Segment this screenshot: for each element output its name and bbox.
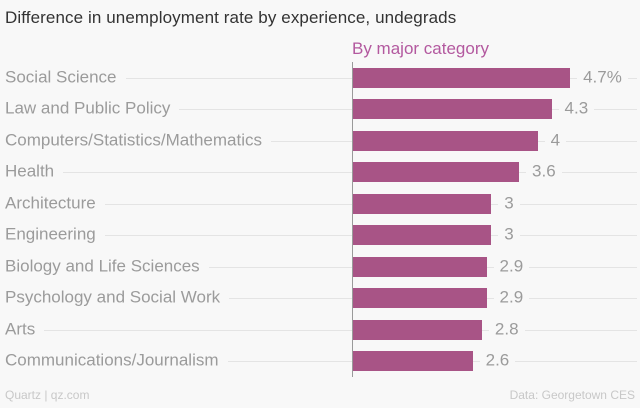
gridline <box>0 266 637 268</box>
bar <box>352 319 482 340</box>
category-label: Arts <box>0 318 45 342</box>
footer: Quartz | qz.com Data: Georgetown CES <box>0 388 640 402</box>
value-label: 4.3 <box>558 97 595 121</box>
gridline <box>0 140 637 142</box>
bar <box>352 99 552 120</box>
bar-row: Arts 2.8 <box>0 314 640 346</box>
category-label: Social Science <box>0 66 126 90</box>
bar-row: Psychology and Social Work 2.9 <box>0 283 640 315</box>
y-axis-line <box>352 62 353 377</box>
category-label: Psychology and Social Work <box>0 286 230 310</box>
bar-row: Social Science 4.7% <box>0 62 640 94</box>
bar <box>352 67 571 88</box>
bar-row: Communications/Journalism 2.6 <box>0 346 640 378</box>
bar-row: Law and Public Policy 4.3 <box>0 94 640 126</box>
bar <box>352 162 520 183</box>
value-label: 2.9 <box>493 286 530 310</box>
gridline <box>0 361 637 363</box>
plot-area: Social Science 4.7% Law and Public Policy 4… <box>0 62 640 377</box>
footer-credit: Quartz | qz.com <box>5 388 90 402</box>
gridline <box>0 172 637 174</box>
gridline <box>0 298 637 300</box>
bar-row: Architecture 3 <box>0 188 640 220</box>
category-label: Computers/Statistics/Mathematics <box>0 129 271 153</box>
bar <box>352 288 487 309</box>
category-label: Law and Public Policy <box>0 97 180 121</box>
value-label: 4.7% <box>577 66 628 90</box>
value-label: 4 <box>544 129 567 153</box>
bar <box>352 256 487 277</box>
category-label: Architecture <box>0 192 105 216</box>
gridline <box>0 77 637 79</box>
category-label: Biology and Life Sciences <box>0 255 209 279</box>
bar-row: Computers/Statistics/Mathematics 4 <box>0 125 640 157</box>
bar-row: Health 3.6 <box>0 157 640 189</box>
gridline <box>0 235 637 237</box>
bar <box>352 351 473 372</box>
value-label: 3 <box>498 192 520 216</box>
bar <box>352 130 538 151</box>
footer-source: Data: Georgetown CES <box>509 388 635 402</box>
value-label: 3.6 <box>526 160 562 184</box>
value-label: 2.8 <box>488 318 525 342</box>
legend-label: By major category <box>352 39 489 58</box>
bar <box>352 193 492 214</box>
gridline <box>0 109 637 111</box>
chart-title: Difference in unemployment rate by exper… <box>5 8 457 27</box>
value-label: 2.6 <box>479 349 516 373</box>
category-label: Engineering <box>0 223 105 247</box>
bar <box>352 225 492 246</box>
value-label: 3 <box>498 223 520 247</box>
category-label: Health <box>0 160 64 184</box>
bar-row: Biology and Life Sciences 2.9 <box>0 251 640 283</box>
category-label: Communications/Journalism <box>0 349 228 373</box>
gridline <box>0 203 637 205</box>
bar-row: Engineering 3 <box>0 220 640 252</box>
gridline <box>0 329 637 331</box>
bar-rows: Social Science 4.7% Law and Public Policy 4… <box>0 62 640 377</box>
value-label: 2.9 <box>493 255 530 279</box>
